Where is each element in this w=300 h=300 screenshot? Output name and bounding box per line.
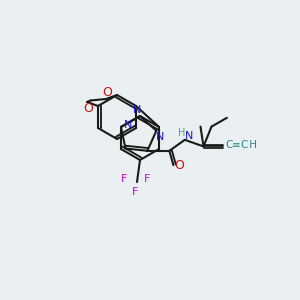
Text: O: O	[83, 101, 93, 115]
Text: F: F	[121, 174, 127, 184]
Text: H: H	[246, 140, 257, 150]
Text: N: N	[184, 131, 193, 141]
Text: N: N	[156, 132, 164, 142]
Text: C: C	[226, 140, 233, 150]
Text: C: C	[241, 140, 248, 150]
Text: ≡: ≡	[232, 140, 241, 150]
Text: N: N	[133, 105, 141, 115]
Text: H: H	[178, 128, 185, 138]
Text: O: O	[175, 159, 184, 172]
Text: O: O	[102, 86, 112, 100]
Text: F: F	[132, 187, 138, 197]
Text: F: F	[144, 174, 150, 184]
Text: N: N	[124, 120, 132, 130]
